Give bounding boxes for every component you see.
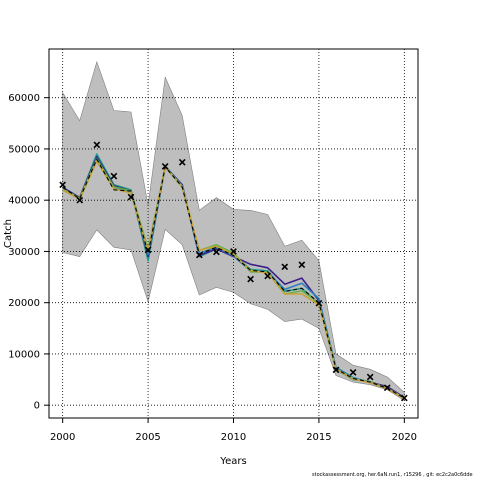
observed-point xyxy=(178,158,186,166)
x-tick-label: 2015 xyxy=(306,432,331,443)
y-tick-label: 60000 xyxy=(8,93,40,104)
y-tick-label: 10000 xyxy=(8,349,40,360)
observed-point xyxy=(127,193,135,201)
x-axis-title: Years xyxy=(219,456,246,467)
x-tick-label: 2000 xyxy=(50,432,75,443)
x-tick-label: 2020 xyxy=(392,432,417,443)
y-axis-title: Catch xyxy=(3,219,14,248)
observed-point xyxy=(247,275,254,283)
observed-point xyxy=(281,263,289,271)
median-line xyxy=(62,157,405,399)
observed-point xyxy=(298,261,306,269)
observed-point xyxy=(349,369,357,376)
plot-area: 2000 2005 2010 2015 2020 0 10000 20000 30000 4000… xyxy=(8,48,419,443)
observed-point xyxy=(383,384,391,392)
observed-point xyxy=(195,251,203,259)
observed-point xyxy=(264,272,272,280)
observed-point xyxy=(76,196,84,204)
observed-point xyxy=(161,162,169,170)
observed-point xyxy=(144,246,152,254)
y-tick-label: 50000 xyxy=(8,144,40,155)
observed-point xyxy=(400,394,408,402)
observed-point xyxy=(230,248,237,255)
observed-point xyxy=(332,366,340,374)
observed-point xyxy=(110,172,118,180)
observed-point xyxy=(315,299,323,307)
x-tick-label: 2005 xyxy=(135,432,160,443)
footer-caption: stockassessment.org, her.6aN.run1, r1529… xyxy=(312,472,473,478)
x-tick-label: 2010 xyxy=(221,432,246,443)
y-tick-label: 0 xyxy=(34,401,40,412)
observed-point xyxy=(93,141,101,149)
observed-point xyxy=(59,181,67,189)
y-tick-label: 20000 xyxy=(8,298,40,309)
y-tick-label: 30000 xyxy=(8,247,40,258)
observed-point xyxy=(213,248,220,256)
observed-point xyxy=(366,373,374,381)
y-tick-label: 40000 xyxy=(8,196,40,207)
